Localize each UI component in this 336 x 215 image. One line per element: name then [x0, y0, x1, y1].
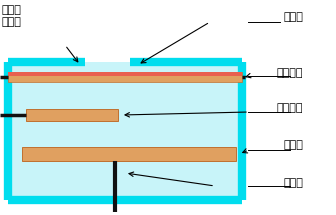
Text: 毛管扩
散屏障: 毛管扩 散屏障: [2, 5, 22, 27]
Text: 憎水膜: 憎水膜: [283, 12, 303, 22]
Text: 传感电极: 传感电极: [277, 68, 303, 78]
Text: 参考电极: 参考电极: [277, 103, 303, 113]
Bar: [8, 72, 242, 82]
Bar: [8, 72, 242, 75]
Text: 反电极: 反电极: [283, 140, 303, 150]
Text: 电解层: 电解层: [283, 178, 303, 188]
Bar: [26, 109, 118, 121]
Bar: [8, 62, 242, 200]
Bar: [22, 147, 236, 161]
